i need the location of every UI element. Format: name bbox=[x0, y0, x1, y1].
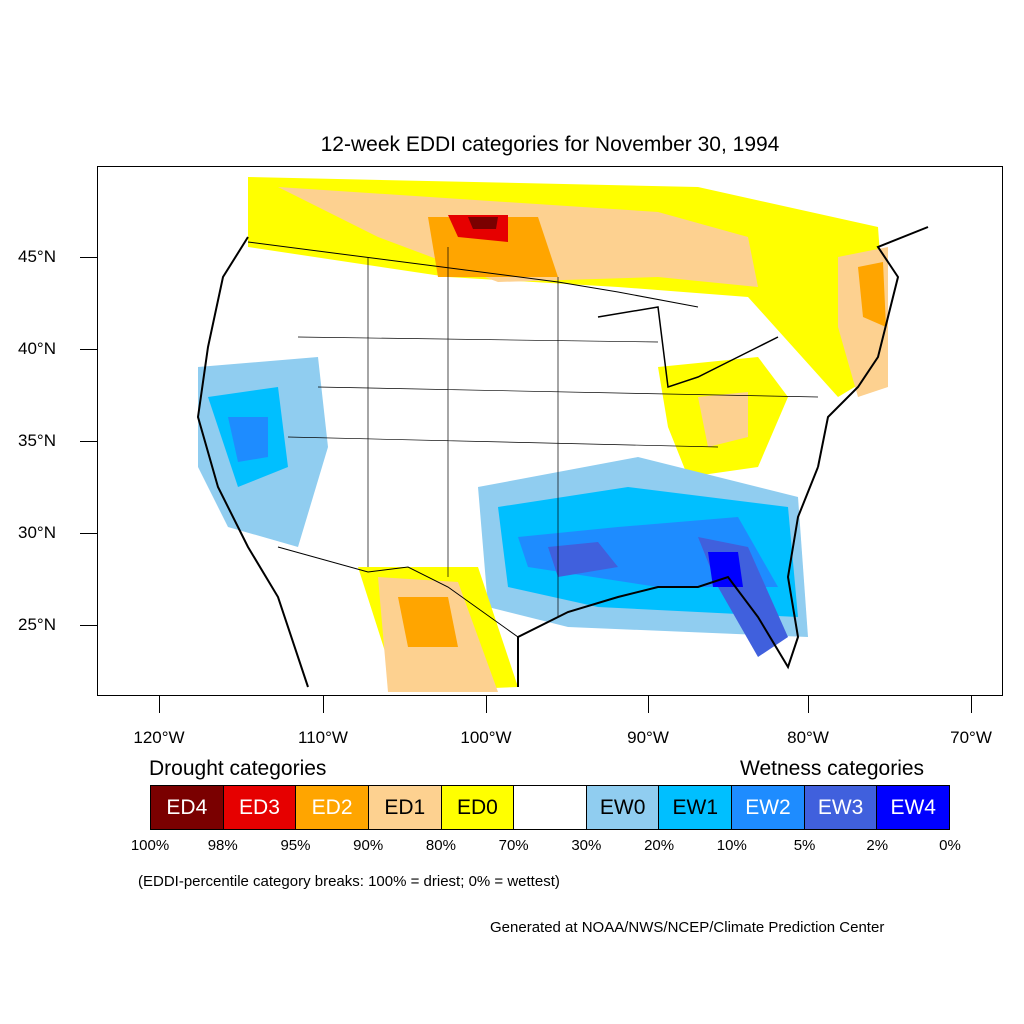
legend-box-ed1: ED1 bbox=[368, 786, 442, 829]
great-lakes bbox=[597, 306, 779, 389]
mexico-ed2-region bbox=[398, 597, 458, 647]
gulf-coastline bbox=[517, 466, 819, 687]
percent-break-label: 5% bbox=[793, 837, 816, 854]
lat-label-45: 45°N bbox=[18, 247, 56, 266]
legend-box-ew1: EW1 bbox=[659, 786, 733, 829]
west-ew2-region bbox=[228, 417, 268, 462]
lat-tick-40 bbox=[80, 349, 97, 350]
state-lines bbox=[287, 247, 819, 617]
legend-box-neutral bbox=[514, 786, 587, 829]
map-title: 12-week EDDI categories for November 30,… bbox=[320, 133, 780, 156]
percent-break-label: 98% bbox=[207, 837, 238, 854]
us-canada-border bbox=[247, 241, 699, 308]
lat-tick-45 bbox=[80, 257, 97, 258]
percent-break-label: 80% bbox=[425, 837, 456, 854]
georgia-ew4-region bbox=[708, 552, 743, 587]
lat-tick-30 bbox=[80, 533, 97, 534]
us-mexico-border bbox=[277, 546, 519, 638]
west-coastline bbox=[196, 236, 309, 688]
lon-tick-100 bbox=[486, 696, 487, 713]
lon-tick-80 bbox=[808, 696, 809, 713]
lat-tick-25 bbox=[80, 625, 97, 626]
legend-box-ed2: ED2 bbox=[296, 786, 369, 829]
canada-ed4-region bbox=[468, 217, 498, 229]
lat-label-40: 40°N bbox=[18, 339, 56, 358]
legend-box-ed4: ED4 bbox=[151, 786, 224, 829]
legend-box-ew2: EW2 bbox=[732, 786, 805, 829]
lon-label-120: 120°W bbox=[133, 728, 185, 747]
ohio-ed1-region bbox=[698, 392, 748, 447]
legend-box-ew4: EW4 bbox=[877, 786, 950, 829]
lon-label-90: 90°W bbox=[627, 728, 669, 747]
lon-label-70: 70°W bbox=[950, 728, 992, 747]
drought-heading: Drought categories bbox=[149, 757, 327, 780]
legend-box-ed3: ED3 bbox=[223, 786, 297, 829]
legend-box-ed0: ED0 bbox=[441, 786, 515, 829]
lon-tick-110 bbox=[323, 696, 324, 713]
lon-tick-120 bbox=[159, 696, 160, 713]
percent-break-label: 70% bbox=[498, 837, 529, 854]
percent-break-label: 20% bbox=[644, 837, 675, 854]
eddi-map bbox=[97, 166, 1003, 696]
lat-label-30: 30°N bbox=[18, 523, 56, 542]
percent-break-label: 0% bbox=[939, 837, 961, 854]
lat-label-25: 25°N bbox=[18, 615, 56, 634]
percent-break-label: 95% bbox=[280, 837, 311, 854]
legend-box-ew0: EW0 bbox=[586, 786, 660, 829]
legend-box-ew3: EW3 bbox=[804, 786, 878, 829]
lon-tick-70 bbox=[971, 696, 972, 713]
east-coastline bbox=[817, 226, 929, 468]
wetness-heading: Wetness categories bbox=[740, 757, 925, 780]
lon-label-110: 110°W bbox=[298, 728, 348, 747]
lat-tick-35 bbox=[80, 441, 97, 442]
percent-break-label: 30% bbox=[571, 837, 602, 854]
percent-break-label: 100% bbox=[130, 837, 170, 854]
category-note: (EDDI-percentile category breaks: 100% =… bbox=[138, 873, 560, 890]
lon-tick-90 bbox=[648, 696, 649, 713]
lon-label-100: 100°W bbox=[460, 728, 512, 747]
credit-text: Generated at NOAA/NWS/NCEP/Climate Predi… bbox=[490, 919, 885, 936]
lon-label-80: 80°W bbox=[787, 728, 829, 747]
lat-label-35: 35°N bbox=[18, 431, 56, 450]
percent-break-label: 2% bbox=[866, 837, 889, 854]
percent-break-label: 90% bbox=[353, 837, 384, 854]
northeast-ed2-region bbox=[858, 262, 886, 327]
south-ew3-region bbox=[548, 542, 618, 577]
percent-break-label: 10% bbox=[716, 837, 747, 854]
map-canvas bbox=[196, 177, 929, 692]
category-legend: ED4 ED3 ED2 ED1 ED0 EW0 EW1 EW2 EW3 EW4 bbox=[150, 785, 950, 830]
